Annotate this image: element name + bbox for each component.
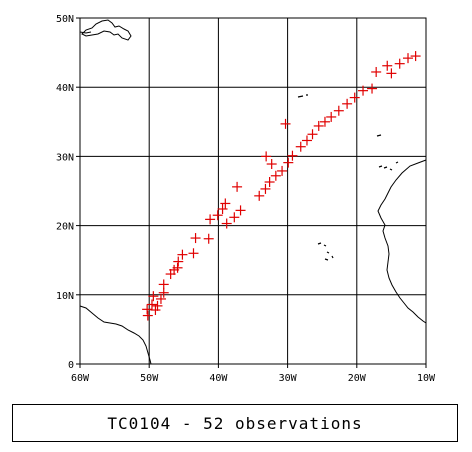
y-tick-label: 50N bbox=[56, 14, 74, 25]
y-tick-label: 30N bbox=[56, 152, 74, 163]
axis-ticks: 60W 50W 40W 30W 20W 10W 0 10N 20N 30N 40N 50N bbox=[56, 14, 436, 384]
observation-marker bbox=[146, 299, 157, 310]
observation-marker bbox=[394, 58, 405, 69]
observation-marker bbox=[313, 120, 324, 131]
x-tick-label: 60W bbox=[71, 373, 90, 384]
caption-box: TC0104 - 52 observations bbox=[12, 404, 458, 442]
observation-marker bbox=[212, 210, 223, 221]
observation-marker bbox=[270, 170, 281, 181]
track-map: 60W 50W 40W 30W 20W 10W 0 10N 20N 30N 40N 50N bbox=[56, 14, 436, 384]
x-tick-label: 50W bbox=[140, 373, 159, 384]
observation-marker bbox=[190, 233, 201, 244]
observation-marker bbox=[148, 291, 159, 302]
observation-marker bbox=[158, 279, 169, 290]
observation-marker bbox=[349, 92, 360, 103]
y-tick-label: 40N bbox=[56, 83, 74, 94]
observation-marker bbox=[261, 151, 272, 162]
observation-marker bbox=[386, 68, 397, 79]
observation-marker bbox=[326, 111, 337, 122]
observation-marker bbox=[142, 304, 153, 315]
observation-marker bbox=[403, 53, 414, 64]
observation-marker bbox=[333, 105, 344, 116]
x-tick-label: 10W bbox=[417, 373, 436, 384]
observation-marker bbox=[142, 310, 153, 321]
y-tick-label: 20N bbox=[56, 222, 74, 233]
south-america-coast bbox=[79, 305, 152, 365]
observation-marker bbox=[260, 183, 271, 194]
africa-coast bbox=[377, 159, 427, 324]
observation-marker bbox=[382, 60, 393, 71]
observation-marker bbox=[283, 157, 294, 168]
observation-marker bbox=[410, 51, 421, 62]
observation-marker bbox=[229, 212, 240, 223]
observation-marker bbox=[307, 129, 318, 140]
observation-marker bbox=[232, 181, 243, 192]
y-tick-label: 0 bbox=[68, 360, 74, 371]
observation-marker bbox=[173, 256, 184, 267]
observation-marker bbox=[371, 66, 382, 77]
madeira-island bbox=[376, 134, 382, 137]
observation-marker bbox=[235, 205, 246, 216]
coastlines bbox=[79, 19, 427, 365]
observation-marker bbox=[150, 305, 161, 316]
observation-marker bbox=[188, 248, 199, 259]
newfoundland-coast bbox=[81, 19, 132, 41]
x-tick-label: 30W bbox=[279, 373, 298, 384]
observation-marker bbox=[358, 85, 369, 96]
observation-marker bbox=[172, 262, 183, 273]
lat-lon-grid bbox=[79, 17, 427, 365]
map-frame bbox=[79, 17, 427, 365]
observation-marker bbox=[319, 116, 330, 127]
observation-marker bbox=[295, 141, 306, 152]
observation-marker bbox=[220, 198, 231, 209]
observation-marker bbox=[221, 218, 232, 229]
observation-marker bbox=[203, 233, 214, 244]
observation-marker bbox=[177, 249, 188, 260]
x-tick-label: 20W bbox=[348, 373, 367, 384]
canary-islands bbox=[378, 161, 399, 171]
cape-verde-islands bbox=[317, 242, 334, 261]
observation-marker bbox=[264, 177, 275, 188]
observation-marker bbox=[152, 300, 163, 311]
observation-marker bbox=[155, 293, 166, 304]
observation-marker bbox=[301, 135, 312, 146]
observation-marker bbox=[367, 83, 378, 94]
azores-islands bbox=[297, 94, 308, 98]
observation-marker bbox=[266, 159, 277, 170]
observation-marker bbox=[277, 165, 288, 176]
observation-marker bbox=[254, 190, 265, 201]
observation-marker bbox=[342, 98, 353, 109]
y-tick-label: 10N bbox=[56, 291, 74, 302]
observation-marker bbox=[280, 118, 291, 129]
observation-marker bbox=[217, 203, 228, 214]
observation-markers bbox=[142, 51, 421, 321]
x-tick-label: 40W bbox=[209, 373, 228, 384]
caption-text: TC0104 - 52 observations bbox=[107, 413, 363, 433]
observation-marker bbox=[205, 214, 216, 225]
observation-marker bbox=[287, 150, 298, 161]
nova-scotia-coast bbox=[79, 31, 92, 34]
